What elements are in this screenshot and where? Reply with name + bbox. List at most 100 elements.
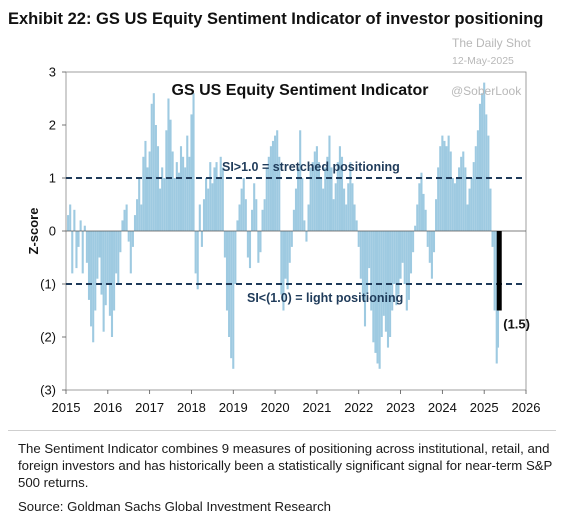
bar <box>223 231 226 258</box>
bar <box>113 231 116 311</box>
bar <box>311 162 314 231</box>
bar <box>196 231 199 290</box>
x-tick-label: 2021 <box>302 400 331 415</box>
bar <box>466 204 469 231</box>
bar <box>405 231 408 311</box>
bar <box>445 146 448 231</box>
bar <box>263 199 266 231</box>
bar <box>119 231 122 253</box>
bar <box>90 231 93 327</box>
y-tick-label: 1 <box>49 171 56 186</box>
bar <box>366 231 369 295</box>
bar <box>75 231 78 269</box>
bar <box>232 231 235 369</box>
bar <box>294 188 298 231</box>
bar <box>123 209 126 231</box>
bar <box>148 151 151 231</box>
bar <box>253 183 256 231</box>
bar <box>96 231 99 279</box>
bar <box>236 220 239 231</box>
bar <box>437 167 440 231</box>
bar <box>104 231 107 306</box>
bar <box>485 114 488 231</box>
bar <box>138 178 141 231</box>
bar <box>355 220 358 231</box>
bar <box>248 231 252 269</box>
bar <box>449 151 452 231</box>
bar <box>85 231 88 263</box>
bar <box>188 156 191 231</box>
bar <box>301 178 304 231</box>
bar <box>416 204 419 231</box>
bar <box>349 162 352 231</box>
bar <box>246 231 249 258</box>
watermark-date: 12-May-2025 <box>452 55 514 67</box>
bar <box>326 156 329 231</box>
bar <box>370 231 373 311</box>
bar <box>317 162 321 231</box>
bar <box>167 98 170 231</box>
bar <box>69 204 72 231</box>
bar <box>161 167 164 231</box>
bar <box>384 231 387 332</box>
bar <box>240 188 243 231</box>
bar <box>351 183 354 231</box>
x-tick-label: 2018 <box>177 400 206 415</box>
bar <box>432 231 436 253</box>
bar <box>447 135 450 231</box>
bar <box>261 209 264 231</box>
bar <box>470 178 473 231</box>
bar <box>225 231 229 311</box>
bar <box>108 231 111 316</box>
bar <box>288 231 291 263</box>
caption: The Sentiment Indicator combines 9 measu… <box>18 441 553 490</box>
separator <box>8 430 556 431</box>
bar <box>324 167 327 231</box>
bar <box>401 231 404 263</box>
bar <box>269 146 272 231</box>
bar <box>115 231 118 274</box>
bar <box>184 167 187 231</box>
bar <box>209 162 212 231</box>
bar <box>182 156 185 231</box>
bar <box>129 231 132 274</box>
bar <box>455 178 459 231</box>
bar <box>87 231 91 300</box>
bar <box>190 114 193 231</box>
latest-value-label: (1.5) <box>503 317 530 332</box>
bar <box>343 188 346 231</box>
x-tick-label: 2019 <box>219 400 248 415</box>
bar <box>121 220 124 231</box>
bar <box>255 199 258 231</box>
bar <box>409 231 413 274</box>
bar <box>472 162 475 231</box>
bar <box>403 231 406 284</box>
bar <box>399 231 402 279</box>
bar <box>177 172 180 231</box>
y-tick-label: (3) <box>40 383 56 398</box>
bar <box>332 199 335 231</box>
bar <box>194 231 197 274</box>
bar <box>79 220 82 231</box>
bar <box>163 178 166 231</box>
light-positioning-label: SI<(1.0) = light positioning <box>247 291 403 305</box>
bar <box>320 178 323 231</box>
bar <box>430 231 433 279</box>
bar <box>483 82 486 231</box>
bar <box>292 209 295 231</box>
bar <box>211 183 214 231</box>
y-axis-label: Z-score <box>26 208 41 255</box>
bar <box>94 231 97 311</box>
bar <box>106 231 109 284</box>
bar <box>169 119 172 231</box>
bar <box>347 183 350 231</box>
bar <box>372 231 375 343</box>
bar <box>179 146 183 231</box>
bar <box>215 162 218 231</box>
bar <box>271 140 275 231</box>
bar <box>305 231 308 242</box>
bar <box>468 188 471 231</box>
bar <box>489 188 492 231</box>
bar <box>376 231 379 364</box>
